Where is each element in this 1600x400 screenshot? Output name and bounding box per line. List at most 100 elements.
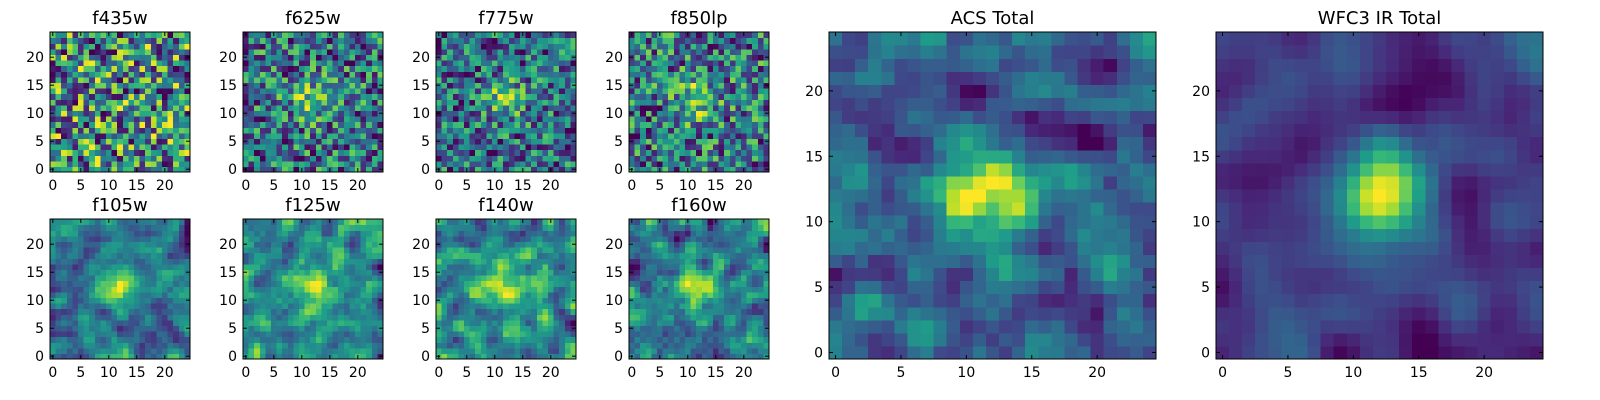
- heatmap-cell: [338, 110, 345, 117]
- x-tick-label: 15: [128, 178, 146, 194]
- heatmap-cell: [106, 48, 113, 55]
- heatmap-cell: [452, 110, 459, 117]
- heatmap-cell: [497, 336, 504, 343]
- heatmap-cell: [542, 269, 549, 276]
- heatmap-cell: [55, 48, 62, 55]
- heatmap-cell: [321, 155, 328, 162]
- heatmap-cell: [724, 104, 731, 111]
- heatmap-cell: [78, 76, 85, 83]
- heatmap-cell: [553, 235, 560, 242]
- heatmap-cell: [497, 60, 504, 67]
- heatmap-cell: [282, 247, 289, 254]
- heatmap-cell: [66, 88, 73, 95]
- heatmap-cell: [492, 82, 499, 89]
- heatmap-cell: [657, 88, 664, 95]
- heatmap-cell: [679, 347, 686, 354]
- heatmap-cell: [690, 104, 697, 111]
- heatmap-cell: [78, 65, 85, 72]
- heatmap-cell: [366, 48, 373, 55]
- heatmap-cell: [531, 235, 538, 242]
- heatmap-cell: [145, 65, 152, 72]
- heatmap-cell: [520, 224, 527, 231]
- heatmap-cell: [668, 144, 675, 151]
- heatmap-cell: [536, 155, 543, 162]
- heatmap-cell: [254, 241, 261, 248]
- heatmap-cell: [514, 116, 521, 123]
- heatmap-cell: [542, 297, 549, 304]
- heatmap-cell: [89, 303, 96, 310]
- heatmap-cell: [89, 76, 96, 83]
- heatmap-cell: [371, 230, 378, 237]
- heatmap-cell: [106, 121, 113, 128]
- heatmap-cell: [304, 138, 311, 145]
- heatmap-cell: [452, 286, 459, 293]
- heatmap-cell: [265, 258, 272, 265]
- heatmap-cell: [243, 121, 250, 128]
- x-tick-label: 5: [76, 365, 85, 381]
- heatmap-cell: [464, 325, 471, 332]
- heatmap-cell: [94, 263, 101, 270]
- heatmap-cell: [564, 65, 571, 72]
- heatmap-cell: [497, 82, 504, 89]
- heatmap-cell: [61, 291, 68, 298]
- heatmap-cell: [520, 110, 527, 117]
- heatmap-cell: [668, 331, 675, 338]
- heatmap-cell: [645, 138, 652, 145]
- heatmap-cell: [55, 235, 62, 242]
- heatmap-cell: [360, 76, 367, 83]
- heatmap-cell: [332, 258, 339, 265]
- heatmap-cell: [89, 82, 96, 89]
- heatmap-cell: [464, 43, 471, 50]
- heatmap-cell: [117, 160, 124, 167]
- heatmap-cell: [531, 269, 538, 276]
- heatmap-cell: [128, 325, 135, 332]
- heatmap-cell: [173, 252, 180, 259]
- heatmap-cell: [564, 263, 571, 270]
- heatmap-cell: [752, 43, 759, 50]
- heatmap-cell: [436, 303, 443, 310]
- heatmap-cell: [72, 88, 79, 95]
- heatmap-cell: [531, 219, 538, 226]
- heatmap-cell: [542, 308, 549, 315]
- heatmap-cell: [441, 149, 448, 156]
- heatmap-cell: [553, 275, 560, 282]
- heatmap-cell: [729, 82, 736, 89]
- heatmap-cell: [122, 93, 129, 100]
- heatmap-cell: [50, 314, 57, 321]
- heatmap-cell: [458, 219, 465, 226]
- heatmap-cell: [61, 219, 68, 226]
- heatmap-cell: [536, 48, 543, 55]
- heatmap-cell: [360, 99, 367, 106]
- heatmap-cell: [570, 144, 577, 151]
- heatmap-cell: [371, 149, 378, 156]
- heatmap-cell: [150, 104, 157, 111]
- heatmap-cell: [254, 347, 261, 354]
- heatmap-cell: [525, 325, 532, 332]
- heatmap-cell: [360, 342, 367, 349]
- heatmap-cell: [106, 104, 113, 111]
- heatmap-cell: [349, 166, 356, 173]
- heatmap-cell: [259, 247, 266, 254]
- heatmap-cell: [276, 116, 283, 123]
- heatmap-cell: [531, 347, 538, 354]
- heatmap-cell: [111, 144, 118, 151]
- heatmap-cell: [265, 127, 272, 134]
- heatmap-cell: [718, 76, 725, 83]
- heatmap-cell: [497, 235, 504, 242]
- heatmap-cell: [89, 43, 96, 50]
- y-tick-label: 5: [228, 134, 237, 150]
- heatmap-cell: [696, 319, 703, 326]
- heatmap-cell: [117, 230, 124, 237]
- heatmap-cell: [542, 104, 549, 111]
- heatmap-cell: [441, 269, 448, 276]
- heatmap-cell: [469, 71, 476, 78]
- heatmap-cell: [458, 99, 465, 106]
- heatmap-cell: [536, 314, 543, 321]
- heatmap-cell: [570, 314, 577, 321]
- heatmap-cell: [167, 280, 174, 287]
- heatmap-cell: [321, 303, 328, 310]
- heatmap-cell: [128, 149, 135, 156]
- heatmap-cell: [89, 230, 96, 237]
- heatmap-cell: [100, 342, 107, 349]
- heatmap-cell: [701, 314, 708, 321]
